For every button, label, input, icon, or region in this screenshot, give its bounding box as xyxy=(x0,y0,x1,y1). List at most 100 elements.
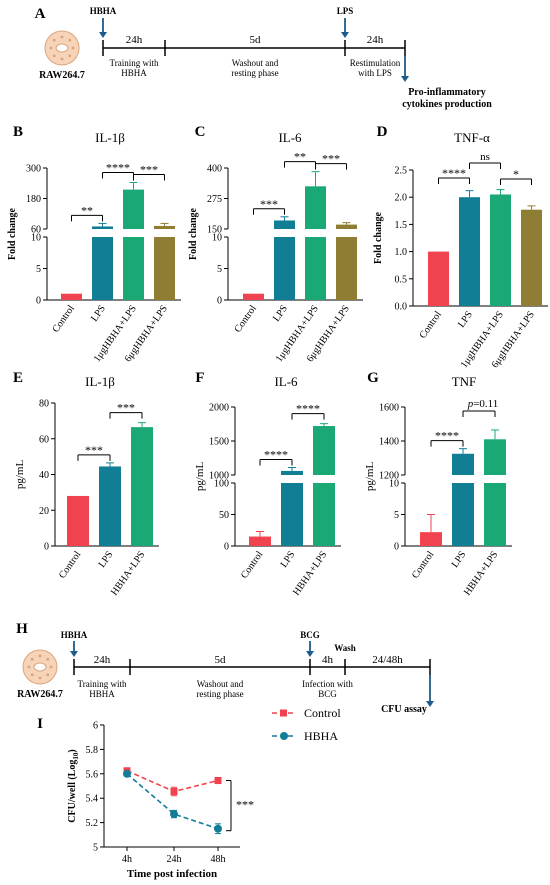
y-label-D: Fold change xyxy=(373,211,384,264)
y-tick-label-E: 80 xyxy=(39,399,49,410)
y-tick-label-C: 400 xyxy=(207,164,222,175)
duration-a: 24h xyxy=(367,34,384,46)
cell-granule xyxy=(49,46,53,50)
y-label-close: ) xyxy=(67,749,78,752)
y-tick-label-B: 180 xyxy=(26,194,41,205)
cell-granule xyxy=(38,676,42,680)
x-tick-label-I: 24h xyxy=(167,854,182,865)
y-tick-label-G: 0 xyxy=(394,542,399,553)
bar-G xyxy=(484,483,506,546)
bar-E xyxy=(131,427,153,546)
series-line-HBHA xyxy=(126,773,219,830)
sig-label-E: *** xyxy=(85,443,103,457)
duration-a: 24h xyxy=(126,34,143,46)
y-label-I: CFU/well (Log10) xyxy=(67,749,80,822)
x-tick-label-I: 4h xyxy=(122,854,132,865)
marker-hbha-h: HBHA xyxy=(61,630,88,640)
y-label-G: pg/mL xyxy=(364,462,376,492)
duration-h: 24h xyxy=(94,654,111,666)
cell-label: RAW264.7 xyxy=(39,70,85,81)
phase-h: BCG xyxy=(318,689,337,699)
y-tick-label-B: 5 xyxy=(36,264,41,275)
phase-a: HBHA xyxy=(121,68,147,78)
arrow-output-a-head xyxy=(401,76,409,82)
y-tick-label-D: 2.0 xyxy=(395,193,408,204)
point-HBHA xyxy=(170,810,178,819)
phase-h: Infection with xyxy=(302,679,353,689)
marker-hbha-a: HBHA xyxy=(90,6,117,16)
sig-label-E: *** xyxy=(117,401,135,415)
cell-granule xyxy=(46,657,50,661)
point-HBHA xyxy=(214,824,222,833)
sig-label-C: ** xyxy=(294,150,306,164)
sig-p-value: =0.11 xyxy=(473,398,498,410)
x-tick-label-B: Control xyxy=(50,303,77,335)
bar-B xyxy=(154,225,175,229)
sig-label-F: **** xyxy=(264,448,288,462)
x-label-I: Time post infection xyxy=(127,868,217,880)
sig-label-C: *** xyxy=(322,152,340,166)
bar-E xyxy=(67,495,89,546)
cell-granule xyxy=(52,38,56,42)
cell-granule xyxy=(30,673,34,677)
output-a: cytokines production xyxy=(402,99,492,110)
x-tick-label-G: Control xyxy=(410,549,437,581)
y-tick-label-C: 10 xyxy=(212,233,222,244)
bar-G xyxy=(452,483,474,546)
y-tick-label-E: 20 xyxy=(39,506,49,517)
bar-G xyxy=(420,532,442,546)
y-tick-label-G: 5 xyxy=(394,510,399,521)
legend-marker-HBHA xyxy=(280,732,288,740)
bar-D xyxy=(490,194,511,306)
y-label-C: Fold change xyxy=(188,207,199,260)
y-tick-label-C: 150 xyxy=(207,225,222,236)
sig-label-I: *** xyxy=(236,798,254,812)
arrow-hbha-a-head xyxy=(99,32,107,38)
y-tick-label-I: 5.4 xyxy=(86,794,99,805)
arrow-lps-a-head xyxy=(341,32,349,38)
x-tick-label-I: 48h xyxy=(211,854,226,865)
phase-a: with LPS xyxy=(358,68,392,78)
x-tick-label-G: HBHA+LPS xyxy=(462,549,500,597)
duration-a: 5d xyxy=(250,34,262,46)
y-tick-label-I: 5.8 xyxy=(86,745,99,756)
bar-B xyxy=(92,226,113,229)
y-tick-label-G: 1600 xyxy=(379,403,399,414)
y-tick-label-I: 5 xyxy=(93,843,98,854)
y-tick-label-E: 0 xyxy=(44,542,49,553)
sig-label-D: * xyxy=(513,167,519,181)
marker-lps-a: LPS xyxy=(337,6,354,16)
bar-B xyxy=(92,237,113,300)
phase-h: HBHA xyxy=(89,689,115,699)
x-tick-label-F: Control xyxy=(239,549,266,581)
cell-granule xyxy=(30,657,34,661)
sig-label-G: p=0.11 xyxy=(467,398,499,410)
sig-label-D: **** xyxy=(442,166,466,180)
chart-title-B: IL-1β xyxy=(95,130,125,145)
y-tick-label-G: 1400 xyxy=(379,437,399,448)
cell-granule xyxy=(27,665,31,669)
panel-letter-G: G xyxy=(367,370,379,386)
phase-a: Training with xyxy=(110,58,159,68)
bar-C xyxy=(243,293,264,300)
cell-granule xyxy=(60,35,64,39)
sig-label-B: ** xyxy=(81,203,93,217)
bar-D xyxy=(459,197,480,306)
phase-a: Washout and xyxy=(232,58,279,68)
y-tick-label-D: 2.5 xyxy=(395,166,408,177)
y-tick-label-B: 10 xyxy=(31,233,41,244)
y-tick-label-I: 6 xyxy=(93,721,98,732)
y-tick-label-I: 5.6 xyxy=(86,769,99,780)
marker-wash-h: Wash xyxy=(334,643,356,653)
y-tick-label-F: 100 xyxy=(214,479,229,490)
bar-F xyxy=(281,470,303,475)
bar-B xyxy=(154,237,175,300)
y-tick-label-D: 1.0 xyxy=(395,247,408,258)
y-tick-label-C: 275 xyxy=(207,194,222,205)
cell-granule xyxy=(71,46,75,50)
x-tick-label-C: Control xyxy=(232,303,259,335)
bar-B xyxy=(123,189,144,229)
y-label-sub: 10 xyxy=(72,752,80,760)
bar-G xyxy=(484,439,506,475)
marker-bcg-h: BCG xyxy=(300,630,320,640)
